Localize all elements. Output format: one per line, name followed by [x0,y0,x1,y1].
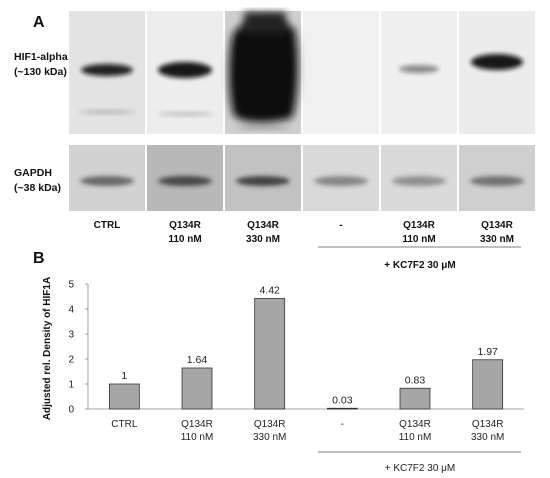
blot-band-faint [157,112,213,116]
bar [326,407,358,410]
lane-label: CTRL [94,220,121,231]
bar [181,367,213,410]
y-tick-label: 3 [68,330,74,341]
data-label: 1.64 [187,354,208,366]
bar [108,383,140,410]
blot-band-gapdh [236,176,290,186]
lane-label: Q134R [403,220,435,231]
y-tick-label: 0 [68,405,74,416]
y-tick-label: 4 [68,305,74,316]
data-label: 1.97 [477,346,498,358]
bar [254,298,286,410]
x-tick-label: Q134R [181,419,213,430]
blot-band-faint [235,126,291,130]
lane-label-dose: 330 nM [246,234,280,245]
row-label-gapdh-size: (~38 kDa) [14,182,61,194]
y-tick-label: 2 [68,355,74,366]
row-label-hif1-size: (~130 kDa) [14,66,67,78]
lane-label: Q134R [247,220,279,231]
group-label-a: + KC7F2 30 μM [384,260,455,271]
x-tick-label: Q134R [254,419,286,430]
data-label: 4.42 [259,285,280,297]
x-tick-label: - [341,419,344,430]
bar-chart: 0 1 2 3 4 5 Adjusted rel. Density of HIF1A 1 CTR… [42,277,524,443]
blot-band-gapdh [158,176,212,186]
blot-band [81,64,133,76]
y-tick-label: 1 [68,380,74,391]
x-tick-label: Q134R [399,419,431,430]
blot-band-faint [79,110,135,114]
data-label: 1 [121,370,127,382]
data-label: 0.03 [332,394,353,406]
lane-label: Q134R [481,220,513,231]
row-label-gapdh: GAPDH [14,167,52,179]
bar [472,359,504,410]
bar [399,387,431,410]
lane-label: - [339,220,342,231]
lane-labels: CTRL Q134R 110 nM Q134R 330 nM - Q134R 110 nM Q1… [94,220,514,245]
panel-a-label: A [33,14,45,31]
blot-band-saturated [229,20,298,123]
blot-band-gapdh [470,176,524,186]
panel-b-label: B [33,250,45,267]
x-tick-label: 110 nM [399,432,432,443]
data-label: 0.83 [405,374,426,386]
x-tick-label: CTRL [111,419,138,430]
blot-band [471,54,523,70]
x-tick-label: 330 nM [253,432,286,443]
x-tick-label: 330 nM [471,432,504,443]
y-tick-label: 5 [68,280,74,291]
blot-band-gapdh [392,176,446,186]
western-blot: HIF1-alpha (~130 kDa) GAPDH (~38 kDa) [14,11,535,211]
blot-lane-hif1 [459,11,535,134]
blot-smear [244,12,286,34]
blot-band-gapdh [314,176,368,186]
x-tick-label: Q134R [472,419,504,430]
blot-band [399,65,439,73]
x-tick-label: 110 nM [181,432,214,443]
lane-label-dose: 110 nM [168,234,201,245]
group-label-b: + KC7F2 30 μM [385,463,456,474]
blot-band [158,62,212,78]
lane-label-dose: 330 nM [480,234,514,245]
lane-label-dose: 110 nM [402,234,435,245]
lane-label: Q134R [169,220,201,231]
blot-lane-hif1 [303,11,379,134]
row-label-hif1: HIF1-alpha [14,51,68,63]
y-axis-label: Adjusted rel. Density of HIF1A [42,277,53,420]
blot-band-gapdh [80,176,134,186]
